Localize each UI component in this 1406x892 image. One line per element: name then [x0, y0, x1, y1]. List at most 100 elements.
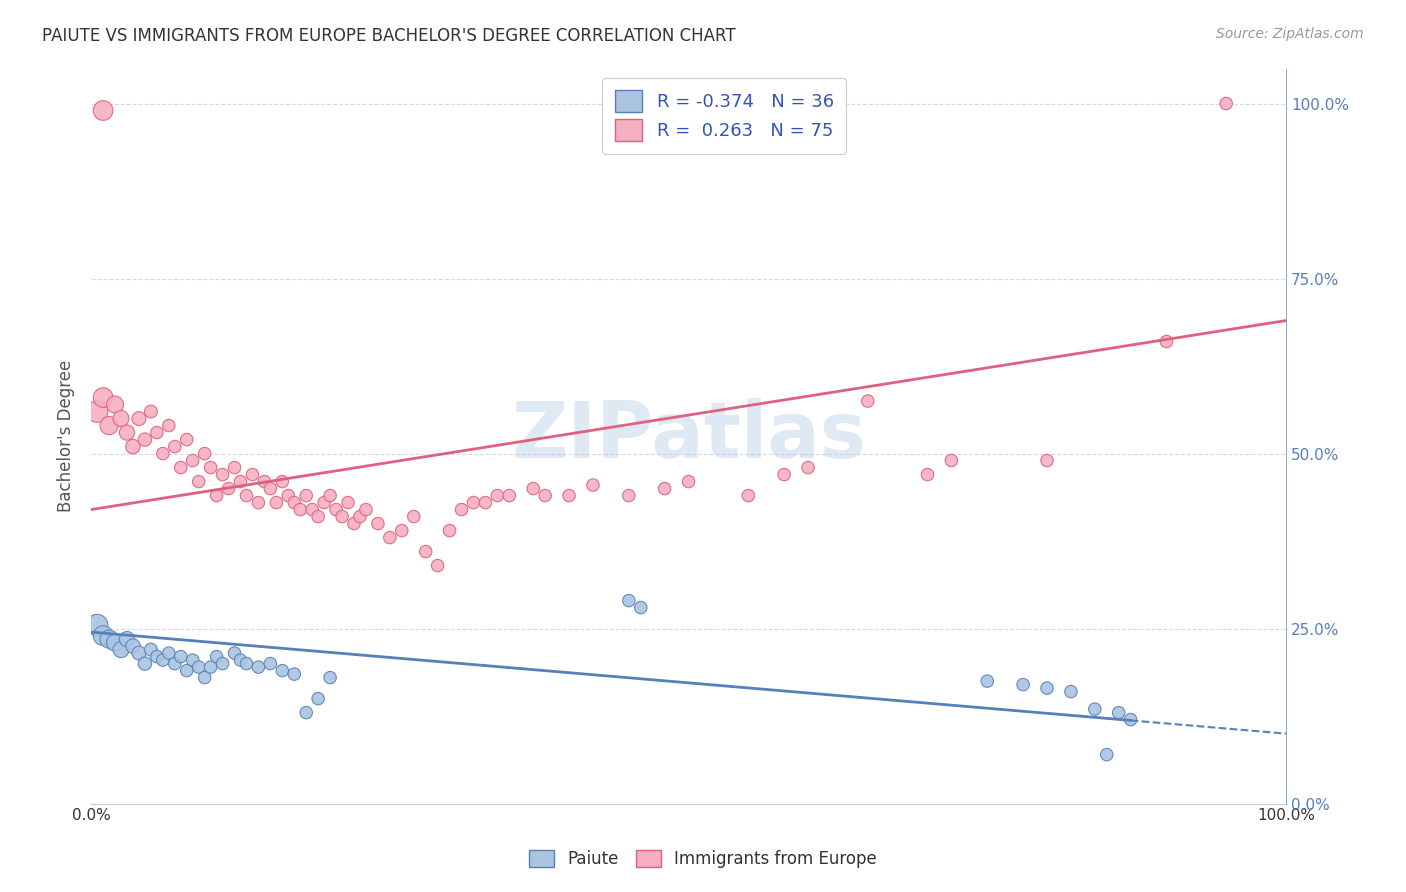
Point [1060, 684, 1083, 698]
Point [247, 660, 270, 674]
Point [224, 460, 246, 475]
Point [283, 495, 305, 509]
Point [205, 489, 228, 503]
Point [917, 467, 939, 482]
Point [617, 593, 640, 607]
Point [450, 502, 472, 516]
Point [558, 489, 581, 503]
Point [1036, 681, 1059, 695]
Point [630, 600, 652, 615]
Point [319, 489, 342, 503]
Point [283, 667, 305, 681]
Point [277, 489, 299, 503]
Point [187, 660, 209, 674]
Legend: R = -0.374   N = 36, R =  0.263   N = 75: R = -0.374 N = 36, R = 0.263 N = 75 [602, 78, 846, 154]
Point [1108, 706, 1130, 720]
Point [139, 404, 162, 418]
Point [104, 635, 127, 649]
Point [128, 646, 150, 660]
Point [110, 642, 132, 657]
Point [98, 418, 121, 433]
Point [235, 657, 257, 671]
Text: PAIUTE VS IMMIGRANTS FROM EUROPE BACHELOR'S DEGREE CORRELATION CHART: PAIUTE VS IMMIGRANTS FROM EUROPE BACHELO… [42, 27, 735, 45]
Point [941, 453, 963, 467]
Point [319, 671, 342, 685]
Point [522, 482, 544, 496]
Point [128, 411, 150, 425]
Point [295, 489, 318, 503]
Point [1156, 334, 1178, 349]
Point [797, 460, 820, 475]
Point [856, 394, 879, 409]
Legend: Paiute, Immigrants from Europe: Paiute, Immigrants from Europe [523, 843, 883, 875]
Point [439, 524, 461, 538]
Point [176, 664, 198, 678]
Point [295, 706, 318, 720]
Text: ZIPatlas: ZIPatlas [510, 398, 866, 474]
Point [181, 453, 204, 467]
Point [314, 495, 336, 509]
Point [271, 475, 294, 489]
Point [773, 467, 796, 482]
Point [218, 482, 240, 496]
Point [976, 674, 998, 689]
Point [224, 646, 246, 660]
Point [115, 425, 138, 440]
Point [1084, 702, 1107, 716]
Point [157, 418, 180, 433]
Point [200, 460, 222, 475]
Point [176, 433, 198, 447]
Point [271, 664, 294, 678]
Point [229, 475, 252, 489]
Point [330, 509, 353, 524]
Point [205, 649, 228, 664]
Point [152, 653, 174, 667]
Point [498, 489, 520, 503]
Point [367, 516, 389, 531]
Point [247, 495, 270, 509]
Point [211, 467, 233, 482]
Point [1215, 96, 1237, 111]
Point [134, 657, 156, 671]
Point [1012, 677, 1035, 691]
Point [617, 489, 640, 503]
Point [259, 482, 281, 496]
Point [307, 509, 329, 524]
Point [242, 467, 264, 482]
Point [115, 632, 138, 646]
Point [486, 489, 509, 503]
Point [678, 475, 700, 489]
Point [402, 509, 425, 524]
Point [163, 657, 186, 671]
Point [170, 460, 193, 475]
Point [337, 495, 360, 509]
Point [139, 642, 162, 657]
Y-axis label: Bachelor's Degree: Bachelor's Degree [58, 360, 75, 512]
Point [86, 404, 108, 418]
Point [463, 495, 485, 509]
Point [91, 103, 114, 118]
Point [91, 391, 114, 405]
Point [152, 446, 174, 460]
Point [266, 495, 288, 509]
Point [582, 478, 605, 492]
Point [200, 660, 222, 674]
Point [194, 446, 217, 460]
Point [343, 516, 366, 531]
Point [474, 495, 496, 509]
Point [378, 531, 401, 545]
Point [259, 657, 281, 671]
Point [134, 433, 156, 447]
Text: Source: ZipAtlas.com: Source: ZipAtlas.com [1216, 27, 1364, 41]
Point [181, 653, 204, 667]
Point [122, 440, 145, 454]
Point [104, 398, 127, 412]
Point [354, 502, 377, 516]
Point [146, 649, 169, 664]
Point [146, 425, 169, 440]
Point [349, 509, 371, 524]
Point [235, 489, 257, 503]
Point [110, 411, 132, 425]
Point [415, 544, 437, 558]
Point [253, 475, 276, 489]
